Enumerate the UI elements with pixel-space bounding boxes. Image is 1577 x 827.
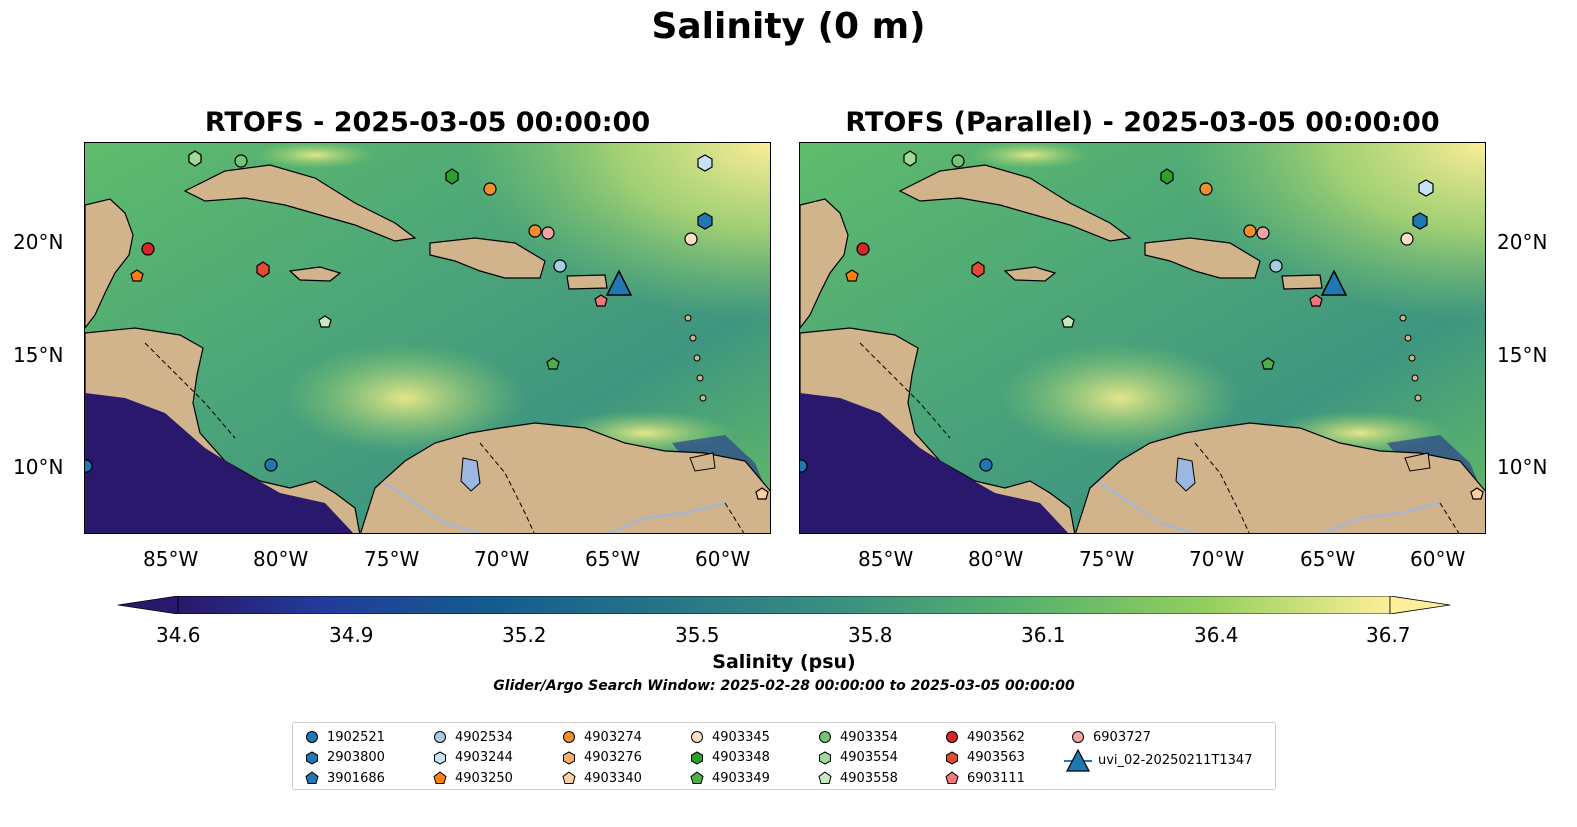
legend-item: 4903348	[690, 748, 770, 769]
x-tick-label: 60°W	[695, 547, 751, 571]
legend-column: 1902521 2903800 3901686	[305, 727, 385, 789]
colorbar-tick-label: 36.4	[1194, 623, 1239, 647]
x-tick-label: 75°W	[364, 547, 420, 571]
x-tick-label: 70°W	[1189, 547, 1245, 571]
y-tick-label: 10°N	[13, 455, 64, 479]
legend-item: 4903562	[945, 727, 1025, 748]
legend-item: 4903274	[562, 727, 642, 748]
legend-item: 4903554	[818, 748, 898, 769]
legend-item: 4903340	[562, 768, 642, 789]
colorbar	[117, 595, 1451, 615]
x-tick-label: 85°W	[858, 547, 914, 571]
legend-column: 4903345 4903348 4903349	[690, 727, 770, 789]
panel-title-rtofs: RTOFS - 2025-03-05 00:00:00	[204, 107, 651, 138]
legend-item: 4902534	[433, 727, 513, 748]
colorbar-tick-label: 35.8	[848, 623, 893, 647]
legend-column: 6903727 uvi_02-20250211T1347	[1064, 727, 1252, 774]
legend-column: 4902534 4903244 4903250	[433, 727, 513, 789]
legend-item: 3901686	[305, 768, 385, 789]
x-tick-label: 85°W	[143, 547, 199, 571]
legend-item: 4903244	[433, 748, 513, 769]
map-panel-rtofs	[84, 142, 771, 534]
legend-item: 4903354	[818, 727, 898, 748]
legend-column: 4903274 4903276 4903340	[562, 727, 642, 789]
y-tick-label: 20°N	[13, 230, 64, 254]
search-window-note: Glider/Argo Search Window: 2025-02-28 00…	[493, 678, 1075, 694]
legend-column: 4903354 4903554 4903558	[818, 727, 898, 789]
legend-item: 4903558	[818, 768, 898, 789]
legend-item: 6903727	[1071, 727, 1252, 748]
legend-item: 4903563	[945, 748, 1025, 769]
x-tick-label: 75°W	[1079, 547, 1135, 571]
figure-title: Salinity (0 m)	[651, 6, 926, 47]
y-tick-label: 10°N	[1497, 455, 1548, 479]
colorbar-tick-label: 35.2	[502, 623, 547, 647]
x-tick-label: 80°W	[968, 547, 1024, 571]
x-tick-label: 65°W	[585, 547, 641, 571]
legend-item: 4903345	[690, 727, 770, 748]
colorbar-label: Salinity (psu)	[712, 651, 856, 673]
legend-item: 4903276	[562, 748, 642, 769]
colorbar-tick-label: 35.5	[675, 623, 720, 647]
colorbar-tick-label: 34.6	[156, 623, 201, 647]
x-tick-label: 80°W	[253, 547, 309, 571]
panel-title-rtofs-parallel: RTOFS (Parallel) - 2025-03-05 00:00:00	[845, 107, 1440, 138]
y-tick-label: 15°N	[13, 343, 64, 367]
legend-item: 4903250	[433, 768, 513, 789]
y-tick-label: 20°N	[1497, 230, 1548, 254]
x-tick-label: 70°W	[474, 547, 530, 571]
colorbar-tick-label: 36.7	[1366, 623, 1411, 647]
legend-item: 2903800	[305, 748, 385, 769]
y-tick-label: 15°N	[1497, 343, 1548, 367]
legend-item: 1902521	[305, 727, 385, 748]
legend-item: 6903111	[945, 768, 1025, 789]
colorbar-tick-label: 36.1	[1021, 623, 1066, 647]
map-panel-rtofs-parallel	[799, 142, 1486, 534]
legend-item: uvi_02-20250211T1347	[1064, 748, 1252, 774]
legend-column: 4903562 4903563 6903111	[945, 727, 1025, 789]
legend-item: 4903349	[690, 768, 770, 789]
x-tick-label: 60°W	[1410, 547, 1466, 571]
x-tick-label: 65°W	[1300, 547, 1356, 571]
legend: 1902521 2903800 3901686 4902534 4903244 …	[292, 722, 1276, 790]
colorbar-tick-label: 34.9	[329, 623, 374, 647]
